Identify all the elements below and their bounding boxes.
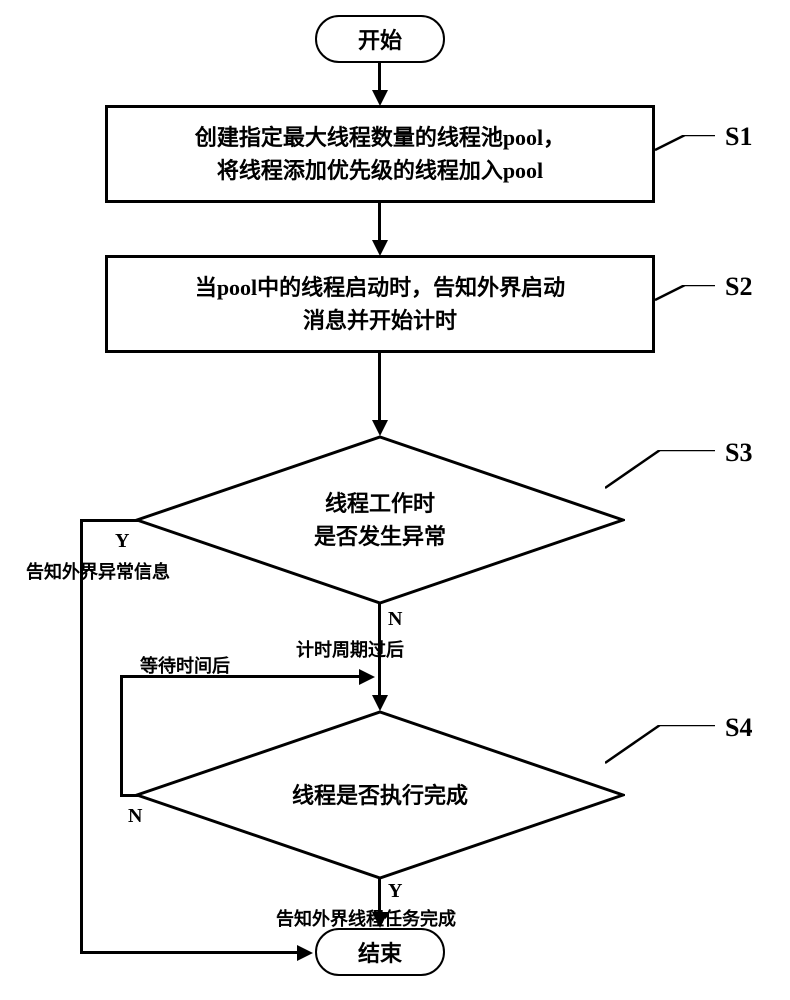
label-s3-yes: Y (115, 530, 129, 553)
arrowhead (359, 669, 375, 685)
leader-s3 (605, 450, 715, 490)
s1-line1: 创建指定最大线程数量的线程池pool， (195, 125, 565, 150)
decision-s3: 线程工作时 是否发生异常 (135, 435, 625, 605)
edge (378, 63, 381, 93)
leader-s2 (655, 285, 715, 315)
edge (120, 675, 123, 797)
arrowhead (372, 912, 388, 928)
step-label-s4: S4 (725, 713, 752, 743)
arrowhead (372, 240, 388, 256)
terminal-end-label: 结束 (358, 936, 402, 968)
process-s2: 当pool中的线程启动时，告知外界启动 消息并开始计时 (105, 255, 655, 353)
edge (378, 878, 381, 915)
label-s4-no-extra: 等待时间后 (140, 652, 230, 678)
process-s1: 创建指定最大线程数量的线程池pool， 将线程添加优先级的线程加入pool (105, 105, 655, 203)
edge (378, 203, 381, 243)
edge (378, 603, 381, 698)
edge (80, 519, 138, 522)
label-s4-yes: Y (388, 880, 402, 903)
step-label-s2: S2 (725, 272, 752, 302)
s2-line2: 消息并开始计时 (303, 308, 457, 333)
arrowhead (297, 945, 313, 961)
s1-line2: 将线程添加优先级的线程加入pool (217, 158, 543, 183)
arrowhead (372, 420, 388, 436)
edge (80, 951, 300, 954)
terminal-end: 结束 (315, 928, 445, 976)
s2-line1: 当pool中的线程启动时，告知外界启动 (195, 275, 565, 300)
terminal-start-label: 开始 (358, 23, 402, 55)
flowchart-canvas: 开始 创建指定最大线程数量的线程池pool， 将线程添加优先级的线程加入pool… (0, 0, 790, 1000)
leader-s4 (605, 725, 715, 765)
edge (378, 353, 381, 423)
step-label-s1: S1 (725, 122, 752, 152)
label-s3-no-extra: 计时周期过后 (296, 636, 404, 662)
label-s4-no: N (128, 805, 142, 828)
label-s3-no: N (388, 608, 402, 631)
terminal-start: 开始 (315, 15, 445, 63)
arrowhead (372, 695, 388, 711)
decision-s4: 线程是否执行完成 (135, 710, 625, 880)
leader-s1 (655, 135, 715, 165)
edge (80, 519, 83, 954)
step-label-s3: S3 (725, 438, 752, 468)
label-s3-left-extra: 告知外界异常信息 (26, 558, 170, 584)
arrowhead (372, 90, 388, 106)
